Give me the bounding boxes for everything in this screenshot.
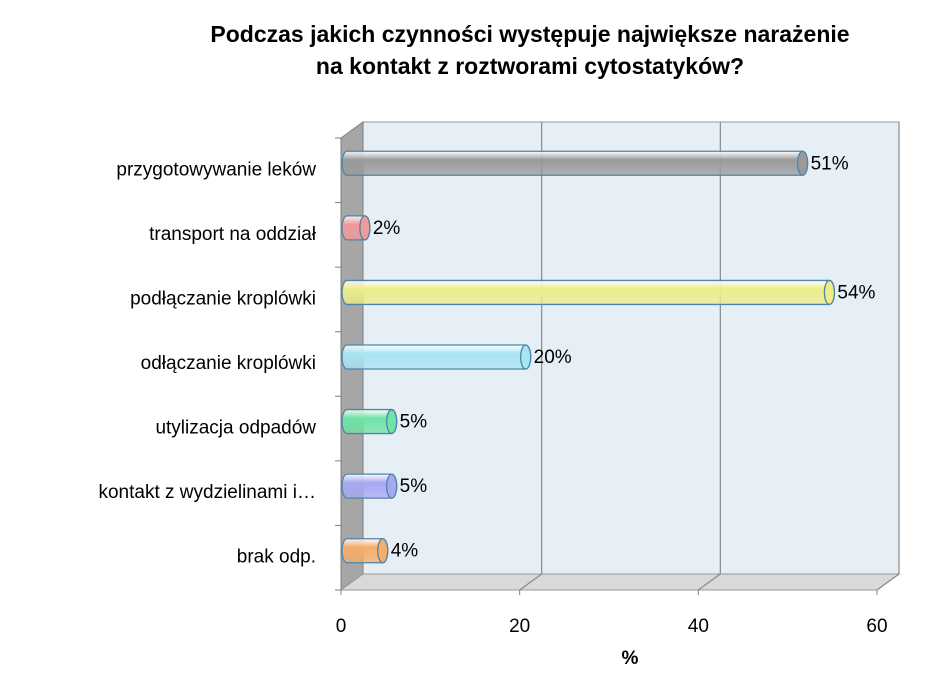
x-tick-label-3: 60 (866, 616, 887, 637)
bar-1 (341, 215, 371, 241)
category-label-5: kontakt z wydzielinami i… (98, 482, 316, 503)
data-label-2: 54% (837, 282, 875, 303)
bar-cap-6 (377, 538, 389, 564)
bar-cap-4 (386, 408, 398, 435)
chart-title: Podczas jakich czynności występuje najwi… (150, 18, 910, 82)
bar-3 (341, 344, 532, 370)
bar-cap-3 (520, 344, 532, 370)
chart-title-line-2: na kontakt z roztworami cytostatyków? (315, 53, 745, 79)
gridline-floor (876, 573, 900, 591)
data-label-3: 20% (534, 347, 572, 368)
category-label-1: transport na oddział (149, 224, 317, 245)
bar-2 (341, 279, 836, 306)
x-tick-label-1: 20 (509, 616, 530, 637)
bar-cap-5 (386, 473, 398, 499)
data-label-1: 2% (373, 218, 401, 239)
x-axis-label: % (622, 648, 639, 669)
gridline-floor (697, 573, 721, 591)
bar-cap-0 (796, 150, 809, 176)
chart-title-line-1: Podczas jakich czynności występuje najwi… (210, 21, 850, 47)
category-label-2: podłączanie kroplówki (130, 288, 316, 309)
bar-body-3 (341, 344, 532, 370)
bar-6 (341, 538, 389, 564)
data-label-5: 5% (400, 476, 428, 497)
bar-body-0 (341, 150, 809, 176)
plot-floor (339, 573, 901, 591)
bar-5 (341, 473, 398, 499)
x-tick-label-2: 40 (688, 616, 709, 637)
bar-4 (341, 408, 398, 435)
data-label-0: 51% (811, 153, 849, 174)
data-label-4: 5% (400, 412, 428, 433)
x-tick-label-0: 0 (336, 616, 347, 637)
category-label-4: utylizacja odpadów (155, 418, 316, 439)
category-label-6: brak odp. (237, 547, 316, 568)
category-label-0: przygotowywanie leków (116, 159, 316, 180)
data-label-6: 4% (391, 541, 419, 562)
bar-cap-1 (359, 215, 371, 241)
category-label-3: odłączanie kroplówki (141, 353, 316, 374)
bar-0 (341, 150, 809, 176)
bar-cap-2 (823, 279, 836, 306)
gridline-floor (519, 573, 543, 591)
bar-body-2 (341, 279, 836, 306)
